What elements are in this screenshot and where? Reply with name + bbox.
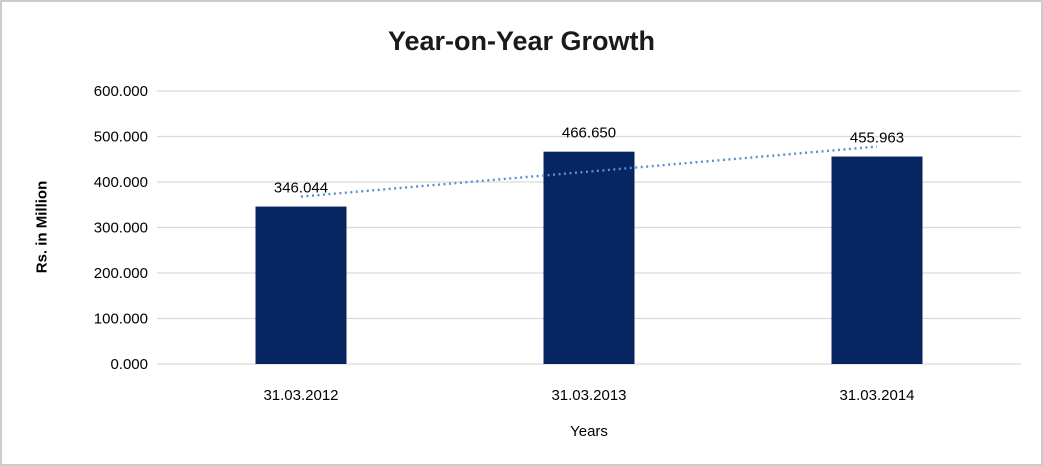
x-axis-title: Years xyxy=(570,423,608,440)
bar-value-label: 346.044 xyxy=(274,180,328,197)
bar-value-label: 466.650 xyxy=(562,125,616,142)
bar xyxy=(255,206,347,364)
bar xyxy=(831,156,923,364)
y-tick-label: 0.000 xyxy=(110,356,148,373)
chart-title: Year-on-Year Growth xyxy=(387,26,656,56)
y-tick-label: 300.000 xyxy=(94,220,148,237)
y-tick-label: 100.000 xyxy=(94,311,148,328)
x-category-label: 31.03.2014 xyxy=(839,387,914,404)
bar-value-label: 455.963 xyxy=(850,130,904,147)
x-category-label: 31.03.2012 xyxy=(263,387,338,404)
y-tick-label: 500.000 xyxy=(94,129,148,146)
y-tick-label: 200.000 xyxy=(94,265,148,282)
y-tick-label: 600.000 xyxy=(94,83,148,100)
x-category-label: 31.03.2013 xyxy=(551,387,626,404)
bar xyxy=(543,151,635,364)
y-tick-label: 400.000 xyxy=(94,174,148,191)
